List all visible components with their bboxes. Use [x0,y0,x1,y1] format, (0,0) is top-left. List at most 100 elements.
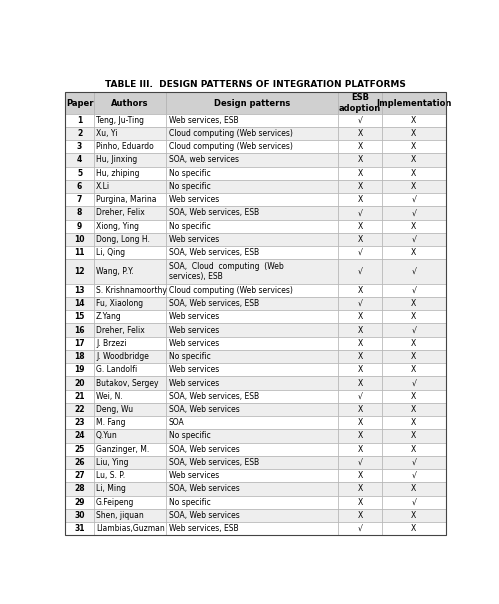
Text: 27: 27 [74,471,85,480]
Text: S. Krishnamoorthy: S. Krishnamoorthy [96,286,167,295]
Bar [338,246,382,259]
Bar [382,429,446,443]
Bar [166,522,338,535]
Text: No specific: No specific [169,431,210,440]
Bar [338,207,382,219]
Text: Cloud computing (Web services): Cloud computing (Web services) [169,286,292,295]
Bar [338,429,382,443]
Bar [338,403,382,416]
Bar [338,509,382,522]
Text: SOA, Web services: SOA, Web services [169,484,239,493]
Bar [94,363,166,376]
Text: No specific: No specific [169,352,210,361]
Text: Web services: Web services [169,379,219,388]
Text: ESB
adoption: ESB adoption [339,94,381,113]
Text: Authors: Authors [111,98,149,108]
Text: Butakov, Sergey: Butakov, Sergey [96,379,159,388]
Text: √: √ [412,458,416,467]
Text: X: X [411,392,417,400]
Bar [338,180,382,193]
Bar [65,207,94,219]
Bar [94,140,166,153]
Text: Dong, Long H.: Dong, Long H. [96,235,150,244]
Bar [382,376,446,390]
Text: 21: 21 [74,392,85,400]
Text: Web services, ESB: Web services, ESB [169,524,238,533]
Bar [166,233,338,246]
Text: X: X [357,326,363,335]
Bar [65,443,94,456]
Text: X: X [411,484,417,493]
Bar [382,336,446,350]
Text: 16: 16 [74,326,85,335]
Text: √: √ [412,267,416,276]
Text: Web services: Web services [169,471,219,480]
Text: X: X [357,339,363,348]
Text: 18: 18 [74,352,85,361]
Bar [166,336,338,350]
Text: Hu, Jinxing: Hu, Jinxing [96,155,137,164]
Text: 20: 20 [74,379,85,388]
Text: G. Landolfi: G. Landolfi [96,365,137,374]
Text: 5: 5 [77,169,82,178]
Text: X: X [411,405,417,414]
Text: √: √ [412,208,416,217]
Text: X: X [357,431,363,440]
Text: Xu, Yi: Xu, Yi [96,129,117,138]
Bar [166,310,338,324]
Bar [65,403,94,416]
Text: X: X [411,182,417,191]
Text: √: √ [358,267,362,276]
Text: SOA, Web services: SOA, Web services [169,511,239,520]
Text: X: X [411,299,417,308]
Text: SOA, Web services, ESB: SOA, Web services, ESB [169,299,258,308]
Text: Xiong, Ying: Xiong, Ying [96,222,139,231]
Text: Web services, ESB: Web services, ESB [169,116,238,125]
Bar [382,92,446,114]
Text: X: X [411,155,417,164]
Text: X: X [357,365,363,374]
Text: TABLE III.  DESIGN PATTERNS OF INTEGRATION PLATFORMS: TABLE III. DESIGN PATTERNS OF INTEGRATIO… [105,80,406,89]
Text: No specific: No specific [169,169,210,178]
Bar [338,219,382,233]
Text: Li, Qing: Li, Qing [96,248,125,257]
Bar [338,350,382,363]
Text: X: X [357,445,363,454]
Text: √: √ [358,524,362,533]
Text: 28: 28 [74,484,85,493]
Text: X: X [357,418,363,427]
Text: Ganzinger, M.: Ganzinger, M. [96,445,149,454]
Text: SOA, Web services, ESB: SOA, Web services, ESB [169,208,258,217]
Bar [166,193,338,207]
Bar [166,207,338,219]
Bar [65,456,94,469]
Text: Li, Ming: Li, Ming [96,484,126,493]
Text: SOA, web services: SOA, web services [169,155,239,164]
Text: Liu, Ying: Liu, Ying [96,458,128,467]
Bar [338,167,382,180]
Bar [65,416,94,429]
Bar [166,219,338,233]
Bar [338,522,382,535]
Bar [65,140,94,153]
Bar [382,193,446,207]
Bar [338,233,382,246]
Text: X: X [357,511,363,520]
Text: √: √ [412,471,416,480]
Text: Web services: Web services [169,339,219,348]
Bar [166,114,338,127]
Text: √: √ [358,248,362,257]
Text: X: X [411,222,417,231]
Bar [166,284,338,297]
Text: 12: 12 [74,267,85,276]
Bar [65,127,94,140]
Text: X: X [357,155,363,164]
Bar [65,336,94,350]
Text: Teng, Ju-Ting: Teng, Ju-Ting [96,116,144,125]
Text: 30: 30 [74,511,85,520]
Text: X: X [411,418,417,427]
Text: Web services: Web services [169,365,219,374]
Bar [65,509,94,522]
Bar [94,336,166,350]
Bar [166,390,338,403]
